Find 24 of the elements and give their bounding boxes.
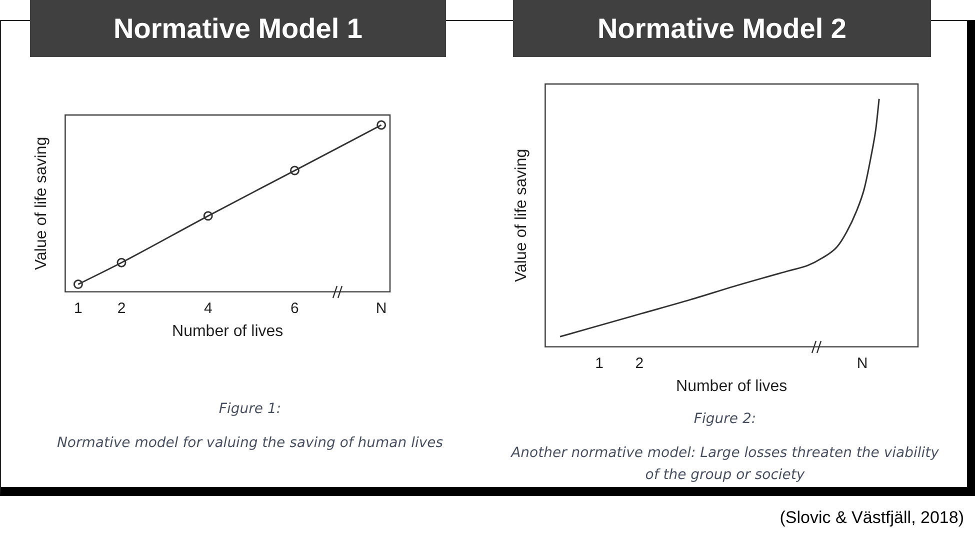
text: (Slovic & Västfjäll, 2018)	[780, 508, 964, 528]
caption: Figure 2:	[692, 410, 758, 429]
x-axis-title: Number of lives	[676, 378, 788, 395]
point	[116, 258, 126, 268]
chart-title: Normative Model 2	[598, 12, 846, 44]
x-tick-label: 4	[204, 300, 212, 317]
text: Another normative model: Large losses threaten the viability of the group or society	[510, 444, 940, 485]
x-tick-label: 2	[635, 354, 644, 372]
x-axis-title: Number of lives	[172, 322, 284, 340]
point	[73, 280, 83, 290]
y-axis-title: Value of life saving	[513, 148, 530, 282]
point	[290, 166, 300, 176]
x-tick-label: 1	[595, 354, 604, 372]
chart-title: Normative Model 1	[114, 12, 362, 44]
x-tick-label: N	[376, 300, 387, 317]
y-axis-title: Value of life saving	[33, 136, 50, 270]
caption: Figure 1:	[218, 400, 282, 419]
point	[376, 120, 386, 130]
x-tick-label: 2	[117, 300, 126, 317]
text: Normative model for valuing the saving of human lives	[56, 434, 444, 453]
x-tick-label: 1	[74, 300, 82, 317]
x-tick-label: 6	[290, 300, 299, 317]
point	[203, 211, 213, 221]
x-tick-label: N	[856, 354, 868, 372]
